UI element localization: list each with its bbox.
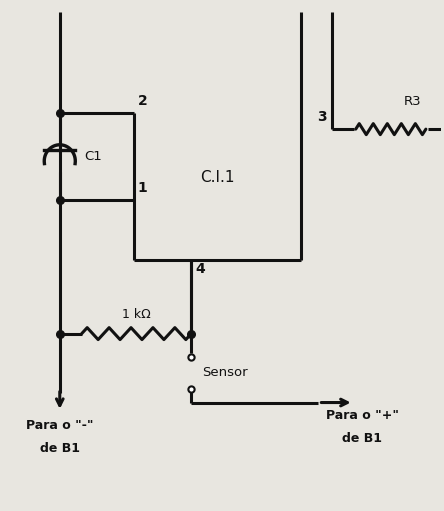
- Text: 1 kΩ: 1 kΩ: [122, 308, 151, 321]
- Text: C1: C1: [84, 150, 102, 163]
- Text: Sensor: Sensor: [202, 366, 248, 379]
- Text: 2: 2: [138, 94, 147, 107]
- Text: 3: 3: [317, 110, 327, 124]
- Text: 4: 4: [196, 262, 206, 276]
- Text: R3: R3: [404, 96, 421, 108]
- Text: de B1: de B1: [342, 432, 382, 446]
- Text: Para o "-": Para o "-": [26, 419, 94, 432]
- Text: de B1: de B1: [40, 442, 80, 455]
- Text: Para o "+": Para o "+": [326, 409, 399, 423]
- Text: C.I.1: C.I.1: [200, 170, 235, 185]
- Text: 1: 1: [138, 181, 147, 195]
